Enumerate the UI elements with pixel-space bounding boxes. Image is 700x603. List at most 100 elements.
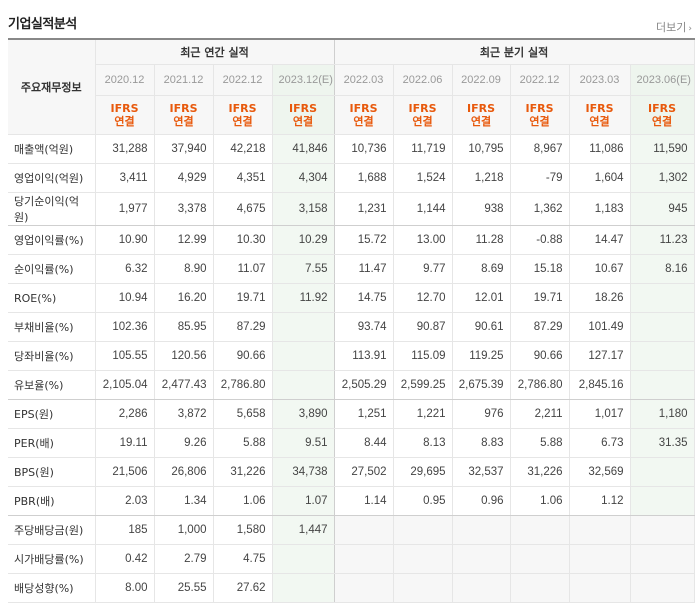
value-cell: 37,940	[154, 134, 214, 164]
value-cell: 2.03	[95, 486, 155, 516]
value-cell: 31,226	[510, 457, 570, 487]
ifrs-label: IFRS	[289, 102, 317, 115]
value-cell	[630, 312, 695, 342]
value-cell	[630, 457, 695, 487]
row-label: 시가배당률(%)	[8, 544, 96, 574]
value-cell	[334, 573, 394, 603]
value-cell: 8.00	[95, 573, 155, 603]
value-cell: 4,351	[213, 163, 273, 193]
value-cell	[272, 544, 335, 574]
value-cell: 2,286	[95, 399, 155, 429]
value-cell	[630, 283, 695, 313]
value-cell	[334, 544, 394, 574]
consolidated-label: 연결	[529, 115, 550, 128]
value-cell: 1,302	[630, 163, 695, 193]
value-cell: 32,569	[569, 457, 631, 487]
value-cell: 3,890	[272, 399, 335, 429]
value-cell: 1.06	[213, 486, 273, 516]
value-cell: 11.07	[213, 254, 273, 284]
row-label: 영업이익(억원)	[8, 163, 96, 193]
row-label: 당기순이익(억원)	[8, 192, 96, 226]
value-cell	[630, 341, 695, 371]
ifrs-label: IFRS	[228, 102, 257, 115]
period-header: 2021.12	[154, 64, 214, 96]
value-cell: 2,477.43	[154, 370, 214, 400]
value-cell: 12.99	[154, 225, 214, 255]
table-row: 당기순이익(억원) 1,977 3,378 4,675 3,158 1,231 1,144 9…	[8, 192, 695, 226]
value-cell: 90.87	[393, 312, 453, 342]
value-cell: 31,226	[213, 457, 273, 487]
value-cell: 976	[452, 399, 511, 429]
more-label: 더보기	[656, 21, 687, 34]
value-cell: 3,158	[272, 192, 335, 226]
value-cell	[569, 573, 631, 603]
value-cell: 10,736	[334, 134, 394, 164]
value-cell	[452, 544, 511, 574]
row-label: BPS(원)	[8, 457, 96, 487]
ifrs-consolidated-label: IFRS 연결	[272, 95, 335, 135]
value-cell: 1.12	[569, 486, 631, 516]
value-cell: 11.92	[272, 283, 335, 313]
value-cell: 10.67	[569, 254, 631, 284]
table-row: 시가배당률(%) 0.42 2.79 4.75	[8, 544, 695, 574]
row-label: 배당성향(%)	[8, 573, 96, 603]
value-cell: 19.71	[213, 283, 273, 313]
value-cell: 90.66	[213, 341, 273, 371]
value-cell: 85.95	[154, 312, 214, 342]
value-cell: 10.94	[95, 283, 155, 313]
value-cell: 8.13	[393, 428, 453, 458]
table-row: BPS(원) 21,506 26,806 31,226 34,738 27,502 29,6…	[8, 457, 695, 487]
value-cell: 11.47	[334, 254, 394, 284]
table-row: PER(배) 19.11 9.26 5.88 9.51 8.44 8.13 8.83 5.88 6…	[8, 428, 695, 458]
value-cell: 2,786.80	[510, 370, 570, 400]
consolidated-label: 연결	[173, 115, 194, 128]
value-cell: 1,183	[569, 192, 631, 226]
value-cell: 41,846	[272, 134, 335, 164]
value-cell: 19.71	[510, 283, 570, 313]
value-cell: 90.61	[452, 312, 511, 342]
value-cell	[630, 515, 695, 545]
table-row: 당좌비율(%) 105.55 120.56 90.66 113.91 115.09 119.…	[8, 341, 695, 371]
period-header: 2023.06(E)	[630, 64, 695, 96]
value-cell: 27,502	[334, 457, 394, 487]
value-cell: 1,362	[510, 192, 570, 226]
value-cell: 8.16	[630, 254, 695, 284]
value-cell: 15.72	[334, 225, 394, 255]
value-cell: 32,537	[452, 457, 511, 487]
value-cell: 1,524	[393, 163, 453, 193]
period-header: 2023.12(E)	[272, 64, 335, 96]
ifrs-consolidated-label: IFRS 연결	[154, 95, 214, 135]
value-cell: 1,000	[154, 515, 214, 545]
ifrs-consolidated-label: IFRS 연결	[569, 95, 631, 135]
table-row: 영업이익(억원) 3,411 4,929 4,351 4,304 1,688 1,524 1,…	[8, 163, 695, 193]
value-cell: 0.96	[452, 486, 511, 516]
consolidated-label: 연결	[232, 115, 253, 128]
value-cell: 1.06	[510, 486, 570, 516]
value-cell: 2,505.29	[334, 370, 394, 400]
value-cell: 1,604	[569, 163, 631, 193]
value-cell	[510, 515, 570, 545]
value-cell: 1.34	[154, 486, 214, 516]
value-cell: 12.01	[452, 283, 511, 313]
value-cell: 1,231	[334, 192, 394, 226]
value-cell: 31.35	[630, 428, 695, 458]
value-cell: 2,845.16	[569, 370, 631, 400]
row-header: 주요재무정보	[8, 38, 96, 135]
row-label: 유보율(%)	[8, 370, 96, 400]
value-cell: 945	[630, 192, 695, 226]
value-cell: 1,580	[213, 515, 273, 545]
more-link[interactable]: 더보기 ›	[656, 19, 692, 35]
value-cell: 25.55	[154, 573, 214, 603]
value-cell: 8.83	[452, 428, 511, 458]
value-cell: 1,977	[95, 192, 155, 226]
value-cell: 10.90	[95, 225, 155, 255]
value-cell: 6.32	[95, 254, 155, 284]
value-cell: 87.29	[213, 312, 273, 342]
chevron-right-icon: ›	[688, 24, 692, 34]
row-label: 주당배당금(원)	[8, 515, 96, 545]
row-label: PER(배)	[8, 428, 96, 458]
value-cell: 1,688	[334, 163, 394, 193]
value-cell: 21,506	[95, 457, 155, 487]
value-cell	[630, 573, 695, 603]
value-cell: 127.17	[569, 341, 631, 371]
